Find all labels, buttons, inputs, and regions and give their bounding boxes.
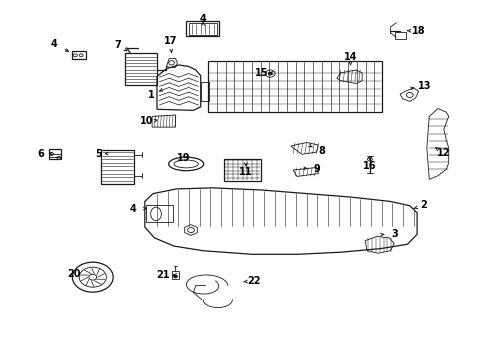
Text: 16: 16 (363, 161, 376, 171)
Text: 15: 15 (254, 68, 268, 78)
Text: 3: 3 (390, 229, 397, 239)
Circle shape (173, 275, 177, 278)
Text: 14: 14 (343, 52, 357, 62)
Bar (186, 21, 219, 36)
Text: 4: 4 (129, 203, 136, 213)
Bar (207, 62, 381, 112)
Bar (201, 82, 209, 102)
Bar (394, 32, 405, 39)
Bar (146, 205, 173, 222)
Text: 5: 5 (95, 149, 102, 158)
Circle shape (268, 72, 272, 75)
Bar (101, 150, 134, 184)
Text: 17: 17 (163, 36, 177, 46)
Text: 9: 9 (312, 164, 319, 174)
Bar (188, 23, 216, 35)
Text: 13: 13 (417, 81, 430, 91)
Text: 8: 8 (317, 147, 324, 157)
Text: 2: 2 (419, 200, 426, 210)
Text: 18: 18 (411, 26, 425, 36)
Bar (171, 271, 179, 279)
Bar (49, 149, 61, 159)
Text: 4: 4 (200, 14, 206, 23)
Text: 6: 6 (37, 149, 43, 158)
Text: 20: 20 (67, 269, 81, 279)
Text: 22: 22 (247, 276, 261, 286)
Bar (125, 53, 157, 85)
Text: 7: 7 (115, 40, 121, 50)
Text: 12: 12 (436, 148, 449, 158)
Text: 1: 1 (147, 90, 154, 100)
Text: 4: 4 (50, 39, 57, 49)
Text: 10: 10 (139, 116, 153, 126)
Circle shape (89, 274, 97, 280)
Text: 21: 21 (156, 270, 170, 280)
Text: 19: 19 (176, 153, 190, 163)
Bar (224, 159, 260, 181)
Bar (72, 51, 86, 59)
Text: 11: 11 (239, 167, 252, 177)
